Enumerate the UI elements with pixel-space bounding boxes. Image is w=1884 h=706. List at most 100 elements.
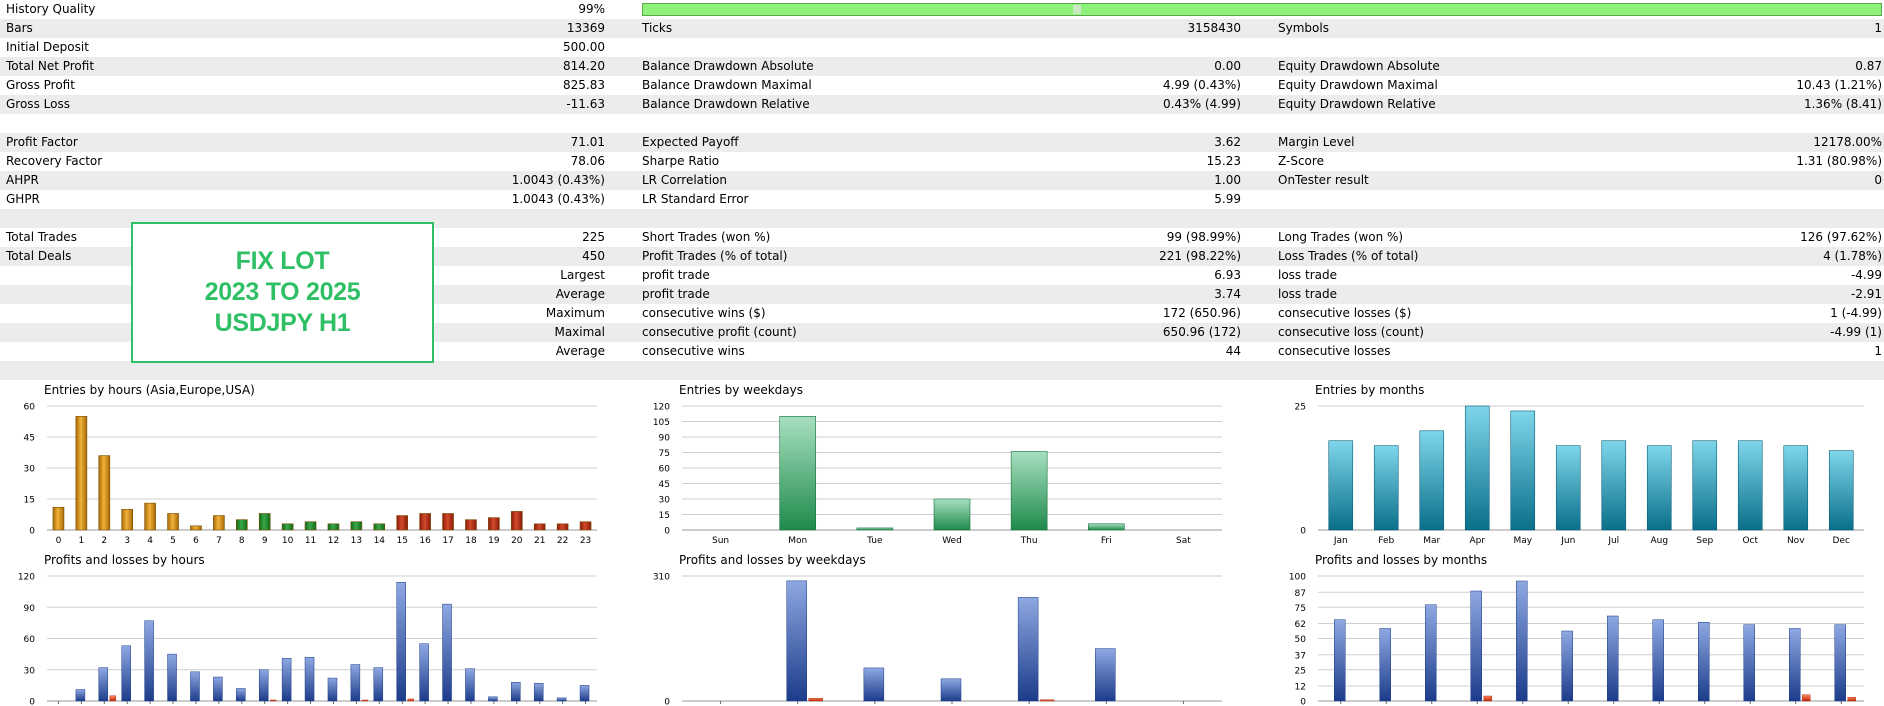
bar bbox=[281, 523, 294, 531]
y-tick-label: 60 bbox=[24, 635, 36, 645]
stat-value: 4.99 (0.43%) bbox=[1162, 78, 1241, 92]
bar bbox=[1692, 440, 1718, 531]
y-tick-label: 105 bbox=[653, 418, 670, 428]
profit-bar bbox=[304, 657, 315, 702]
bar bbox=[1328, 440, 1354, 531]
chart-3: Profits and losses by hours 0 30 60 90 120 bbox=[18, 553, 597, 706]
x-tick-label: 22 bbox=[557, 536, 568, 546]
y-tick-label: 75 bbox=[659, 449, 670, 459]
x-tick-label: 8 bbox=[239, 536, 245, 546]
chart-title: Entries by months bbox=[1315, 383, 1424, 397]
stat-value: Maximal bbox=[554, 325, 605, 339]
bar bbox=[167, 513, 179, 531]
stat-value: 500.00 bbox=[563, 40, 605, 54]
bar bbox=[190, 525, 202, 531]
y-tick-label: 0 bbox=[29, 527, 35, 537]
y-tick-label: 0 bbox=[1300, 527, 1306, 537]
profit-bar bbox=[1095, 648, 1116, 702]
bar bbox=[52, 506, 65, 531]
y-tick-label: 15 bbox=[659, 511, 670, 521]
bar bbox=[213, 515, 225, 531]
bar bbox=[98, 455, 111, 531]
chart-1: Entries by weekdays 0 15 30 45 60 75 90 105 120 Su… bbox=[653, 383, 1222, 546]
stat-label: Sharpe Ratio bbox=[642, 154, 720, 168]
stats-row: Total Net Profit 814.20 Balance Drawdown A… bbox=[0, 57, 1884, 76]
x-tick-label: Sep bbox=[1696, 536, 1713, 546]
stat-value: 3158430 bbox=[1187, 21, 1241, 35]
x-tick-label: Jul bbox=[1607, 536, 1619, 546]
profit-bar bbox=[121, 645, 131, 702]
stat-value: 6.93 bbox=[1214, 268, 1241, 282]
stats-row bbox=[0, 114, 1884, 133]
profit-bar bbox=[373, 667, 384, 702]
chart-title: Profits and losses by months bbox=[1315, 553, 1487, 567]
profit-bar bbox=[1607, 615, 1619, 702]
stat-value: 1 bbox=[1874, 344, 1882, 358]
stat-label: Initial Deposit bbox=[6, 40, 89, 54]
x-tick-label: 5 bbox=[170, 536, 176, 546]
profit-bar bbox=[1017, 597, 1039, 702]
bar bbox=[1010, 451, 1048, 531]
stat-value: 1.0043 (0.43%) bbox=[511, 173, 605, 187]
stat-value: 5.99 bbox=[1214, 192, 1241, 206]
stat-label: Total Deals bbox=[6, 249, 72, 263]
stats-row: Gross Loss -11.63 Balance Drawdown Relativ… bbox=[0, 95, 1884, 114]
stats-row: Average consecutive wins 44 consecutive los… bbox=[0, 342, 1884, 361]
profit-bar bbox=[465, 668, 475, 702]
chart-4: Profits and losses by weekdays 0 310 bbox=[653, 553, 1222, 706]
stat-value: 172 (650.96) bbox=[1162, 306, 1241, 320]
bar bbox=[579, 521, 592, 531]
bar bbox=[856, 527, 894, 531]
x-tick-label: May bbox=[1513, 536, 1532, 546]
profit-bar bbox=[327, 677, 338, 702]
x-tick-label: Aug bbox=[1650, 536, 1668, 546]
stat-label: loss trade bbox=[1278, 287, 1337, 301]
chart-5: Profits and losses by months 0 12 25 37 50 62 7… bbox=[1289, 553, 1864, 706]
profit-bar bbox=[236, 688, 246, 702]
stat-label: Balance Drawdown Maximal bbox=[642, 78, 812, 92]
stats-row: Gross Profit 825.83 Balance Drawdown Maxim… bbox=[0, 76, 1884, 95]
history-quality-marker bbox=[1073, 5, 1081, 14]
stat-value: 78.06 bbox=[570, 154, 605, 168]
stat-value: 0.00 bbox=[1214, 59, 1241, 73]
stat-value: 450 bbox=[582, 249, 605, 263]
bar bbox=[933, 498, 971, 531]
profit-bar bbox=[1425, 604, 1437, 702]
x-tick-label: Wed bbox=[942, 536, 962, 546]
stat-value: Largest bbox=[560, 268, 605, 282]
stat-value: 225 bbox=[582, 230, 605, 244]
y-tick-label: 50 bbox=[1295, 635, 1307, 645]
bar bbox=[1601, 440, 1627, 531]
x-tick-label: Nov bbox=[1787, 536, 1805, 546]
stat-label: Gross Loss bbox=[6, 97, 70, 111]
stamp-line-1: FIX LOT bbox=[235, 247, 330, 275]
stat-label: Expected Payoff bbox=[642, 135, 739, 149]
stat-label: Bars bbox=[6, 21, 33, 35]
stat-value: 3.62 bbox=[1214, 135, 1241, 149]
stat-label: Balance Drawdown Absolute bbox=[642, 59, 814, 73]
y-tick-label: 87 bbox=[1295, 589, 1306, 599]
stat-label: loss trade bbox=[1278, 268, 1337, 282]
history-quality-bar bbox=[642, 3, 1882, 16]
y-tick-label: 30 bbox=[24, 666, 36, 676]
stat-label: Recovery Factor bbox=[6, 154, 103, 168]
profit-bar bbox=[442, 603, 452, 702]
stat-value: 825.83 bbox=[563, 78, 605, 92]
stats-row: Total Deals 450 Profit Trades (% of total)… bbox=[0, 247, 1884, 266]
x-tick-label: Sun bbox=[712, 536, 729, 546]
stat-value: 0.87 bbox=[1855, 59, 1882, 73]
bar bbox=[350, 521, 363, 531]
bar bbox=[533, 523, 546, 531]
y-tick-label: 30 bbox=[659, 496, 671, 506]
chart-title: Profits and losses by hours bbox=[44, 553, 205, 567]
x-tick-label: 16 bbox=[419, 536, 431, 546]
x-tick-label: 17 bbox=[442, 536, 453, 546]
chart-title: Entries by hours (Asia,Europe,USA) bbox=[44, 383, 255, 397]
stat-value: -4.99 bbox=[1850, 268, 1882, 282]
bar bbox=[121, 509, 134, 531]
profit-bar bbox=[281, 658, 292, 702]
stat-value: 1.0043 (0.43%) bbox=[511, 192, 605, 206]
profit-bar bbox=[1789, 628, 1801, 702]
profit-bar bbox=[1470, 590, 1482, 702]
bar bbox=[1373, 445, 1399, 531]
